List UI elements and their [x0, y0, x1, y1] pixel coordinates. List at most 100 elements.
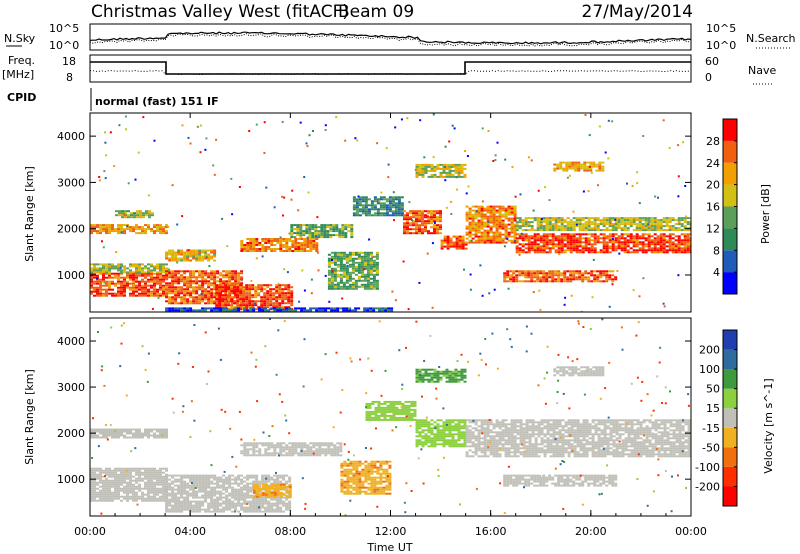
heatmap-cell [662, 249, 666, 252]
heatmap-cell [108, 286, 111, 289]
heatmap-cell [210, 257, 214, 260]
heatmap-cell [255, 242, 259, 244]
heatmap-cell [150, 269, 153, 272]
heatmap-cell [665, 229, 669, 232]
heatmap-cell [219, 486, 223, 489]
heatmap-cell [96, 467, 99, 470]
heatmap-cell [518, 237, 522, 240]
heatmap-cell [448, 169, 452, 172]
heatmap-cell [159, 434, 162, 437]
heatmap-cell [574, 163, 578, 166]
heatmap-cell [677, 227, 681, 230]
heatmap-cell [348, 263, 352, 266]
heatmap-noise [324, 274, 327, 277]
heatmap-noise [96, 277, 99, 280]
heatmap-cell [486, 229, 490, 232]
heatmap-cell [159, 479, 162, 482]
heatmap-cell [135, 278, 138, 281]
heatmap-cell [372, 259, 376, 262]
heatmap-cell [464, 247, 468, 250]
heatmap-cell [677, 251, 681, 254]
heatmap-cell [117, 230, 120, 233]
heatmap-cell [427, 163, 431, 166]
heatmap-cell [348, 277, 352, 280]
heatmap-cell [177, 257, 181, 260]
heatmap-cell [486, 209, 490, 212]
heatmap-cell [180, 476, 184, 479]
heatmap-cell [448, 163, 452, 166]
heatmap-cell [674, 223, 678, 226]
heatmap-cell [412, 228, 415, 231]
heatmap-cell [578, 272, 582, 275]
heatmap-cell [111, 469, 114, 472]
heatmap-cell [192, 488, 196, 491]
heatmap-cell [207, 496, 211, 499]
heatmap-cell [641, 251, 645, 254]
heatmap-cell [183, 300, 187, 303]
heatmap-cell [303, 246, 307, 248]
heatmap-cell [659, 235, 663, 238]
heatmap-cell [171, 492, 175, 495]
heatmap-cell [266, 296, 270, 299]
heatmap-cell [123, 481, 126, 484]
heatmap-cell [486, 215, 490, 218]
heatmap-cell [270, 248, 274, 250]
heatmap-cell [111, 497, 114, 500]
heatmap-cell [165, 292, 169, 295]
heatmap-cell [480, 209, 484, 212]
heatmap-cell [542, 229, 546, 232]
date-label: 27/May/2014 [582, 2, 694, 22]
heatmap-cell [515, 239, 519, 242]
heatmap-cell [135, 495, 138, 498]
heatmap-cell [348, 271, 352, 274]
heatmap-cell [617, 235, 621, 238]
heatmap-cell [524, 217, 528, 220]
heatmap-cell [168, 259, 172, 262]
heatmap-cell [314, 224, 318, 227]
heatmap-cell [136, 216, 139, 219]
heatmap-cell [530, 276, 534, 279]
heatmap-cell [551, 241, 555, 244]
heatmap-cell [465, 215, 469, 218]
heatmap-cell [418, 228, 421, 231]
heatmap-noise [238, 186, 241, 188]
heatmap-cell [507, 209, 511, 212]
heatmap-cell [135, 265, 138, 268]
heatmap-cell [623, 237, 627, 240]
heatmap-cell [108, 491, 111, 494]
heatmap-cell [153, 493, 156, 496]
heatmap-cell [602, 217, 606, 220]
heatmap-cell [439, 210, 442, 213]
heatmap-cell [156, 481, 159, 484]
heatmap-cell [629, 217, 633, 220]
heatmap-cell [198, 490, 202, 493]
heatmap-cell [596, 241, 600, 244]
heatmap-cell [339, 265, 343, 268]
heatmap-cell [168, 290, 172, 293]
heatmap-cell [409, 228, 412, 231]
heatmap-noise [538, 289, 541, 292]
heatmap-cell [454, 165, 458, 168]
heatmap-cell [120, 475, 123, 478]
heatmap-cell [260, 298, 264, 301]
heatmap-cell [237, 476, 241, 479]
heatmap-cell [623, 223, 627, 226]
heatmap-cell [290, 232, 294, 235]
heatmap-cell [339, 279, 343, 282]
heatmap-cell [659, 219, 663, 222]
heatmap-cell [96, 499, 99, 502]
heatmap-cell [440, 245, 444, 248]
heatmap-cell [231, 309, 235, 312]
heatmap-cell [373, 196, 377, 199]
heatmap-cell [93, 263, 96, 266]
heatmap-cell [156, 267, 159, 270]
heatmap-cell [165, 271, 168, 274]
heatmap-cell [138, 436, 141, 439]
heatmap-cell [336, 255, 340, 258]
heatmap-cell [513, 211, 517, 214]
heatmap-cell [486, 223, 490, 226]
heatmap-cell [327, 265, 331, 268]
heatmap-cell [189, 276, 193, 279]
heatmap-cell [129, 286, 132, 289]
heatmap-cell [427, 232, 430, 235]
